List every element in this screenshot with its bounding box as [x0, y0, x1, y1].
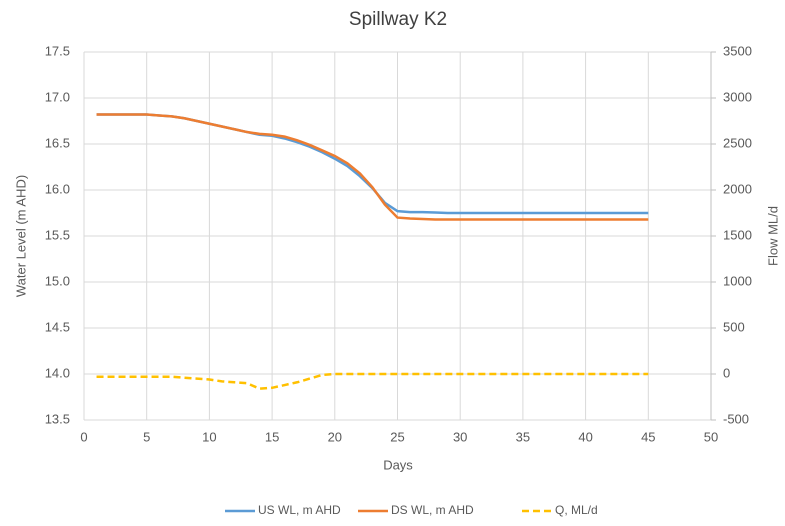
series-line	[96, 372, 649, 390]
x-tick-label: 5	[143, 429, 150, 444]
y-tick-label: 14.0	[45, 365, 70, 380]
y2-tick-label: 2000	[723, 181, 752, 196]
y2-tick-label: 2500	[723, 135, 752, 150]
y-tick-label: 17.5	[45, 43, 70, 58]
y-tick-label: 16.0	[45, 181, 70, 196]
x-tick-label: 45	[641, 429, 655, 444]
x-tick-label: 40	[578, 429, 592, 444]
x-tick-label: 50	[704, 429, 718, 444]
y-tick-label: 13.5	[45, 411, 70, 426]
legend-label: US WL, m AHD	[258, 503, 341, 517]
x-tick-label: 15	[265, 429, 279, 444]
series-line	[96, 113, 649, 215]
y2-tick-label: 3500	[723, 43, 752, 58]
y2-tick-label: 500	[723, 319, 745, 334]
x-axis-title: Days	[383, 457, 413, 472]
y2-axis-title: Flow ML/d	[765, 206, 780, 266]
series-line	[96, 113, 649, 221]
y-tick-label: 16.5	[45, 135, 70, 150]
y2-tick-label: 0	[723, 365, 730, 380]
x-tick-label: 0	[80, 429, 87, 444]
y2-tick-label: 1000	[723, 273, 752, 288]
x-tick-label: 25	[390, 429, 404, 444]
y-tick-label: 17.0	[45, 89, 70, 104]
x-tick-label: 30	[453, 429, 467, 444]
x-tick-label: 10	[202, 429, 216, 444]
y-tick-label: 15.0	[45, 273, 70, 288]
legend-label: Q, ML/d	[555, 503, 598, 517]
legend-label: DS WL, m AHD	[391, 503, 474, 517]
y2-tick-label: 3000	[723, 89, 752, 104]
x-tick-label: 20	[328, 429, 342, 444]
y-tick-label: 15.5	[45, 227, 70, 242]
x-tick-label: 35	[516, 429, 530, 444]
chart-title: Spillway K2	[349, 9, 447, 30]
y-tick-label: 14.5	[45, 319, 70, 334]
y-axis-title: Water Level (m AHD)	[13, 175, 28, 297]
y2-tick-label: 1500	[723, 227, 752, 242]
y2-tick-label: -500	[723, 411, 749, 426]
